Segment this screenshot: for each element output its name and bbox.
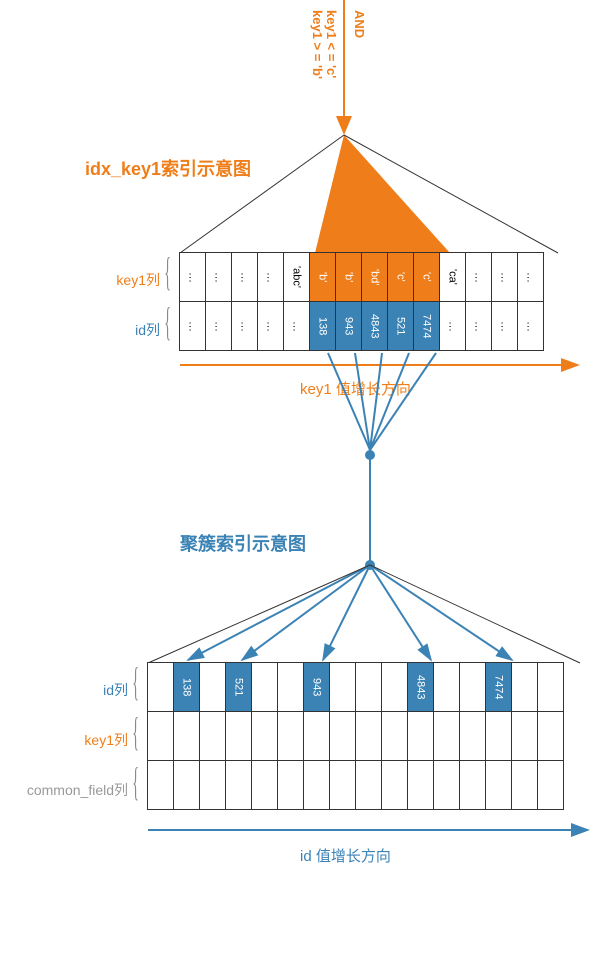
cluster-axis-label: id 值增长方向 [300,845,391,866]
cluster-axis-svg [0,0,609,900]
